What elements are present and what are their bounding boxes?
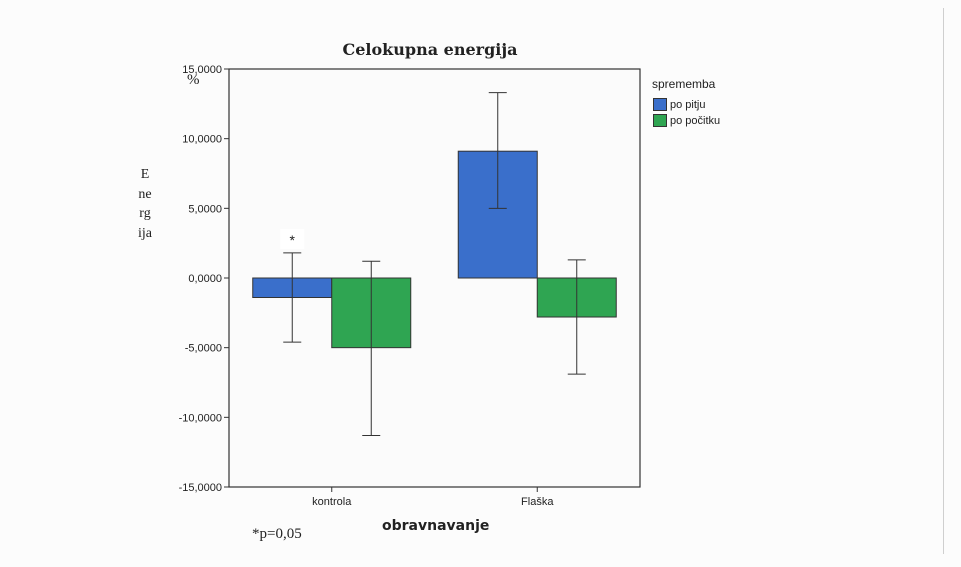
y-tick-label: 0,0000 <box>188 273 222 285</box>
x-tick-label: Flaška <box>521 496 554 508</box>
legend-label-po-pitju: po pitju <box>670 98 706 111</box>
y-axis-unit: % <box>187 72 200 88</box>
chart-title: Celokupna energija <box>342 40 518 59</box>
y-tick-label: 10,0000 <box>182 134 222 146</box>
legend-label-po-pocitku: po počitku <box>670 114 721 127</box>
significance-marker: * <box>290 232 296 248</box>
significance-footnote: *p=0,05 <box>252 526 302 542</box>
legend-swatch-po-pocitku <box>653 114 667 127</box>
annotation-box <box>280 228 305 249</box>
x-axis-title: obravnavanje <box>382 518 490 534</box>
legend-swatch-po-pitju <box>653 98 667 111</box>
y-tick-label: -15,0000 <box>179 482 222 494</box>
legend-title: sprememba <box>652 77 716 91</box>
y-tick-label: 5,0000 <box>188 203 222 215</box>
x-tick-label: kontrola <box>312 496 352 508</box>
legend-item-po-pitju: po pitju <box>653 98 705 111</box>
y-tick-label: -5,0000 <box>185 343 222 355</box>
page-edge-rule <box>943 8 944 554</box>
legend-item-po-pocitku: po počitku <box>653 114 720 127</box>
y-tick-label: 15,0000 <box>182 64 222 76</box>
y-tick-label: -10,0000 <box>179 412 222 424</box>
y-axis-title: Energija <box>138 167 152 241</box>
